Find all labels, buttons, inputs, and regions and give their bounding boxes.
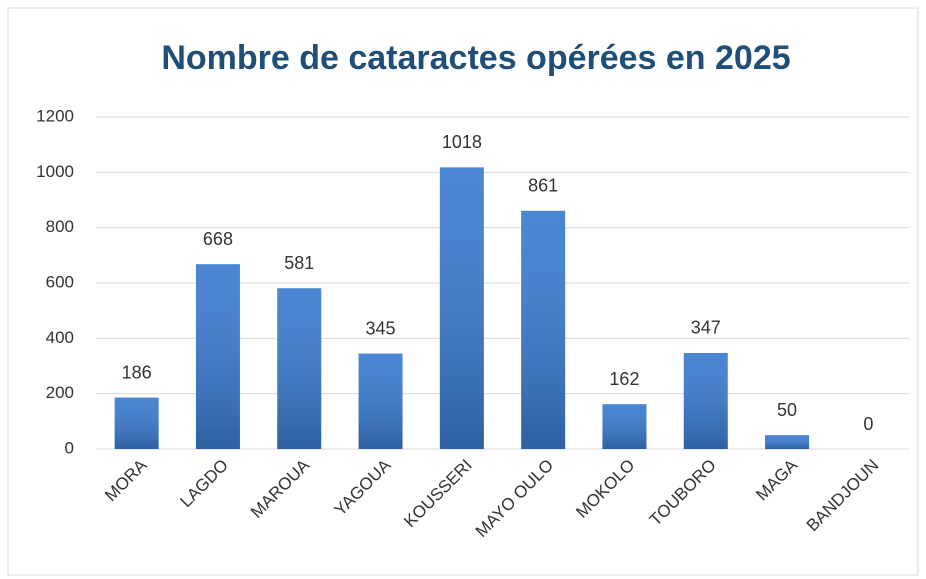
y-tick-label: 0 [65, 438, 74, 457]
chart-title: Nombre de cataractes opérées en 2025 [161, 39, 790, 77]
data-label: 581 [284, 253, 314, 273]
bar-shade [521, 210, 566, 449]
y-tick-label: 600 [46, 272, 74, 291]
data-label: 186 [122, 362, 152, 382]
bar-shade [277, 288, 322, 449]
y-tick-label: 1200 [36, 106, 74, 125]
data-label: 162 [609, 369, 639, 389]
bar-shade [358, 353, 403, 449]
y-tick-label: 800 [46, 217, 74, 236]
bar-shade [683, 352, 728, 449]
data-label: 668 [203, 229, 233, 249]
data-label: 0 [863, 414, 873, 434]
bar-shade [195, 264, 240, 449]
data-label: 50 [777, 400, 797, 420]
data-label: 345 [366, 318, 396, 338]
bar-shade [114, 397, 159, 449]
y-tick-label: 400 [46, 328, 74, 347]
data-label: 1018 [442, 132, 482, 152]
bar-shade [439, 167, 484, 449]
y-tick-label: 200 [46, 383, 74, 402]
data-label: 347 [691, 318, 721, 338]
y-tick-label: 1000 [36, 162, 74, 181]
bar-shade [765, 435, 810, 449]
bar-shade [602, 404, 647, 449]
data-label: 861 [528, 176, 558, 196]
